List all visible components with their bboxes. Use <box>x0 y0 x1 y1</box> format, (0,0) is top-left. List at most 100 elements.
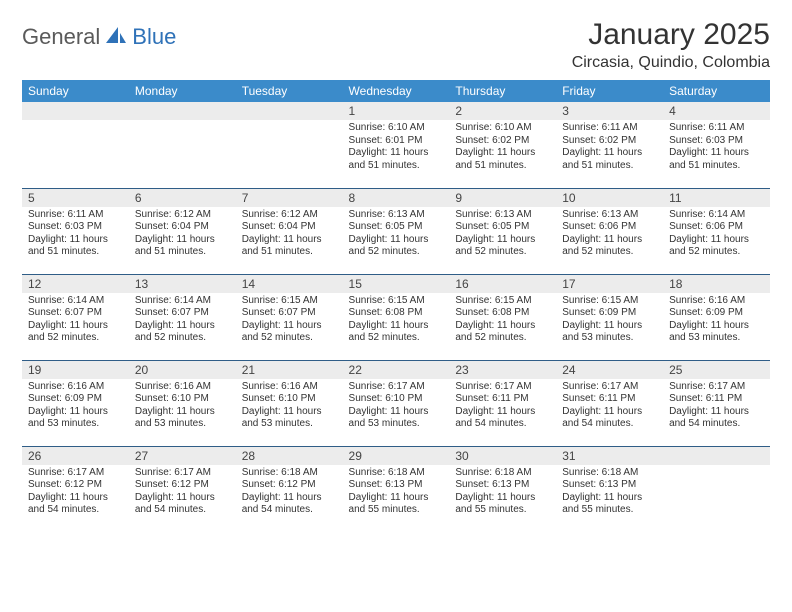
day-details <box>236 120 343 126</box>
detail-line: and 54 minutes. <box>242 504 337 517</box>
day-number: 14 <box>236 275 343 293</box>
weekday-header: Friday <box>556 80 663 102</box>
calendar-cell: 7Sunrise: 6:12 AMSunset: 6:04 PMDaylight… <box>236 188 343 274</box>
calendar-cell: 18Sunrise: 6:16 AMSunset: 6:09 PMDayligh… <box>663 274 770 360</box>
calendar-cell: 8Sunrise: 6:13 AMSunset: 6:05 PMDaylight… <box>343 188 450 274</box>
detail-line: Sunset: 6:05 PM <box>455 221 550 234</box>
day-details: Sunrise: 6:11 AMSunset: 6:02 PMDaylight:… <box>556 120 663 176</box>
day-details: Sunrise: 6:17 AMSunset: 6:11 PMDaylight:… <box>663 379 770 435</box>
detail-line: and 51 minutes. <box>28 246 123 259</box>
detail-line: and 51 minutes. <box>669 160 764 173</box>
detail-line: Daylight: 11 hours <box>135 320 230 333</box>
day-number: 23 <box>449 361 556 379</box>
detail-line: Sunset: 6:11 PM <box>562 393 657 406</box>
day-number: 16 <box>449 275 556 293</box>
calendar-cell: 11Sunrise: 6:14 AMSunset: 6:06 PMDayligh… <box>663 188 770 274</box>
detail-line: and 52 minutes. <box>669 246 764 259</box>
calendar-cell: 20Sunrise: 6:16 AMSunset: 6:10 PMDayligh… <box>129 360 236 446</box>
calendar-cell: 23Sunrise: 6:17 AMSunset: 6:11 PMDayligh… <box>449 360 556 446</box>
detail-line: and 53 minutes. <box>28 418 123 431</box>
detail-line: Sunset: 6:13 PM <box>349 479 444 492</box>
day-details: Sunrise: 6:10 AMSunset: 6:02 PMDaylight:… <box>449 120 556 176</box>
logo-sail-icon <box>104 25 128 50</box>
detail-line: Daylight: 11 hours <box>349 320 444 333</box>
detail-line: Daylight: 11 hours <box>135 234 230 247</box>
calendar-week-row: 19Sunrise: 6:16 AMSunset: 6:09 PMDayligh… <box>22 360 770 446</box>
detail-line: and 54 minutes. <box>135 504 230 517</box>
calendar-cell <box>22 102 129 188</box>
detail-line: Sunset: 6:10 PM <box>135 393 230 406</box>
detail-line: Sunrise: 6:11 AM <box>562 122 657 135</box>
calendar-cell: 19Sunrise: 6:16 AMSunset: 6:09 PMDayligh… <box>22 360 129 446</box>
day-details: Sunrise: 6:11 AMSunset: 6:03 PMDaylight:… <box>22 207 129 263</box>
detail-line: Sunset: 6:12 PM <box>28 479 123 492</box>
day-details: Sunrise: 6:15 AMSunset: 6:08 PMDaylight:… <box>343 293 450 349</box>
calendar-cell: 25Sunrise: 6:17 AMSunset: 6:11 PMDayligh… <box>663 360 770 446</box>
day-number <box>129 102 236 120</box>
detail-line: Sunset: 6:09 PM <box>28 393 123 406</box>
detail-line: Sunset: 6:02 PM <box>562 135 657 148</box>
detail-line: Sunrise: 6:15 AM <box>562 295 657 308</box>
day-number: 17 <box>556 275 663 293</box>
detail-line: Daylight: 11 hours <box>455 492 550 505</box>
detail-line: Sunset: 6:01 PM <box>349 135 444 148</box>
detail-line: Sunset: 6:04 PM <box>242 221 337 234</box>
detail-line: Sunrise: 6:16 AM <box>135 381 230 394</box>
detail-line: Daylight: 11 hours <box>28 492 123 505</box>
day-details: Sunrise: 6:18 AMSunset: 6:13 PMDaylight:… <box>449 465 556 521</box>
day-number: 30 <box>449 447 556 465</box>
day-details: Sunrise: 6:15 AMSunset: 6:07 PMDaylight:… <box>236 293 343 349</box>
detail-line: Sunrise: 6:17 AM <box>28 467 123 480</box>
day-details: Sunrise: 6:14 AMSunset: 6:07 PMDaylight:… <box>22 293 129 349</box>
calendar-cell: 10Sunrise: 6:13 AMSunset: 6:06 PMDayligh… <box>556 188 663 274</box>
day-details: Sunrise: 6:17 AMSunset: 6:11 PMDaylight:… <box>556 379 663 435</box>
detail-line: Daylight: 11 hours <box>242 234 337 247</box>
detail-line: Sunrise: 6:11 AM <box>28 209 123 222</box>
day-details: Sunrise: 6:15 AMSunset: 6:09 PMDaylight:… <box>556 293 663 349</box>
day-details: Sunrise: 6:16 AMSunset: 6:10 PMDaylight:… <box>236 379 343 435</box>
day-number: 9 <box>449 189 556 207</box>
day-number: 2 <box>449 102 556 120</box>
detail-line: Sunset: 6:04 PM <box>135 221 230 234</box>
detail-line: Sunrise: 6:17 AM <box>135 467 230 480</box>
location-subtitle: Circasia, Quindio, Colombia <box>572 54 770 72</box>
day-number: 4 <box>663 102 770 120</box>
day-details: Sunrise: 6:13 AMSunset: 6:05 PMDaylight:… <box>449 207 556 263</box>
detail-line: Sunset: 6:13 PM <box>455 479 550 492</box>
detail-line: Sunrise: 6:18 AM <box>242 467 337 480</box>
calendar-cell: 5Sunrise: 6:11 AMSunset: 6:03 PMDaylight… <box>22 188 129 274</box>
weekday-header: Thursday <box>449 80 556 102</box>
detail-line: Sunrise: 6:16 AM <box>28 381 123 394</box>
calendar-cell: 14Sunrise: 6:15 AMSunset: 6:07 PMDayligh… <box>236 274 343 360</box>
detail-line: Sunrise: 6:10 AM <box>455 122 550 135</box>
calendar-cell: 26Sunrise: 6:17 AMSunset: 6:12 PMDayligh… <box>22 446 129 532</box>
day-number: 12 <box>22 275 129 293</box>
detail-line: Sunrise: 6:14 AM <box>669 209 764 222</box>
detail-line: Daylight: 11 hours <box>349 406 444 419</box>
detail-line: Daylight: 11 hours <box>28 406 123 419</box>
detail-line: Daylight: 11 hours <box>562 147 657 160</box>
day-details: Sunrise: 6:13 AMSunset: 6:06 PMDaylight:… <box>556 207 663 263</box>
day-number: 1 <box>343 102 450 120</box>
day-number: 27 <box>129 447 236 465</box>
detail-line: Sunset: 6:10 PM <box>242 393 337 406</box>
detail-line: and 53 minutes. <box>349 418 444 431</box>
logo-text-general: General <box>22 24 100 50</box>
detail-line: Sunrise: 6:18 AM <box>455 467 550 480</box>
calendar-cell: 21Sunrise: 6:16 AMSunset: 6:10 PMDayligh… <box>236 360 343 446</box>
detail-line: Sunrise: 6:16 AM <box>242 381 337 394</box>
day-number: 8 <box>343 189 450 207</box>
detail-line: Daylight: 11 hours <box>349 147 444 160</box>
day-number: 13 <box>129 275 236 293</box>
detail-line: and 55 minutes. <box>349 504 444 517</box>
day-details: Sunrise: 6:17 AMSunset: 6:12 PMDaylight:… <box>129 465 236 521</box>
detail-line: Sunrise: 6:15 AM <box>349 295 444 308</box>
day-details <box>129 120 236 126</box>
day-number <box>22 102 129 120</box>
calendar-cell: 28Sunrise: 6:18 AMSunset: 6:12 PMDayligh… <box>236 446 343 532</box>
detail-line: Sunset: 6:07 PM <box>28 307 123 320</box>
detail-line: and 52 minutes. <box>349 332 444 345</box>
detail-line: and 53 minutes. <box>135 418 230 431</box>
weekday-header: Tuesday <box>236 80 343 102</box>
detail-line: Daylight: 11 hours <box>135 406 230 419</box>
